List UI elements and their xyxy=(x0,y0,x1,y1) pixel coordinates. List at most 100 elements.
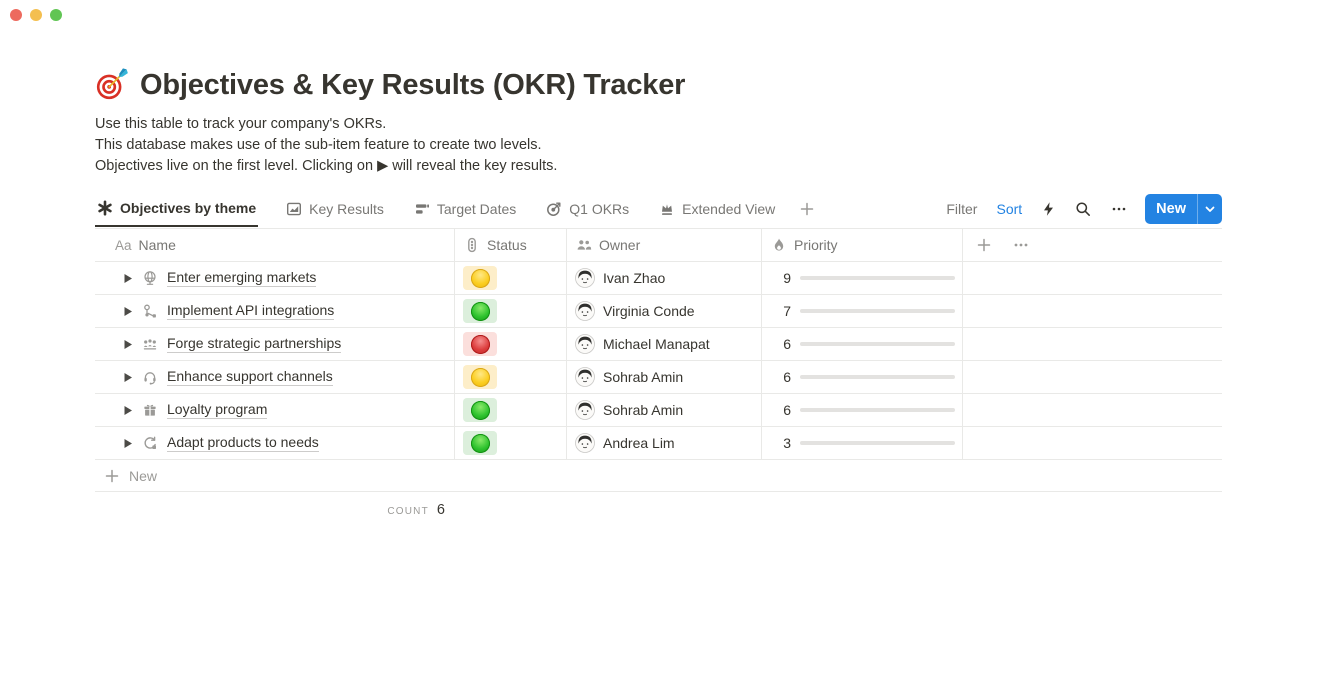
text-type-icon: Aa xyxy=(115,237,132,253)
header-extra-cell xyxy=(963,229,1222,261)
status-cell[interactable] xyxy=(455,262,567,294)
table-row[interactable]: Adapt products to needs Andrea Lim 3 xyxy=(95,427,1222,460)
description-line[interactable]: This database makes use of the sub-item … xyxy=(95,137,542,153)
column-header-label: Priority xyxy=(794,237,838,253)
status-yellow-badge[interactable] xyxy=(463,365,497,389)
add-view-button[interactable] xyxy=(799,201,815,217)
new-button[interactable]: New xyxy=(1145,194,1222,224)
expand-toggle-icon[interactable] xyxy=(123,339,133,350)
status-cell[interactable] xyxy=(455,427,567,459)
status-yellow-circle-icon xyxy=(470,367,490,387)
flame-icon xyxy=(771,237,787,253)
status-red-badge[interactable] xyxy=(463,332,497,356)
expand-toggle-icon[interactable] xyxy=(123,273,133,284)
name-cell[interactable]: Implement API integrations xyxy=(95,295,455,327)
priority-cell[interactable]: 7 xyxy=(762,295,963,327)
priority-cell[interactable]: 6 xyxy=(762,361,963,393)
status-cell[interactable] xyxy=(455,361,567,393)
view-tab-extended-view[interactable]: Extended View xyxy=(657,201,777,226)
view-tabs: Objectives by theme Key Results Target D… xyxy=(95,200,777,227)
row-extra-cell xyxy=(963,427,1222,459)
view-tab-q1-okrs[interactable]: Q1 OKRs xyxy=(544,201,631,226)
zoom-window-button[interactable] xyxy=(50,9,62,21)
expand-toggle-icon[interactable] xyxy=(123,405,133,416)
priority-progress-bar xyxy=(800,341,955,347)
priority-cell[interactable]: 9 xyxy=(762,262,963,294)
description-line[interactable]: Use this table to track your company's O… xyxy=(95,116,387,132)
timeline-view-icon xyxy=(414,201,430,217)
priority-value: 3 xyxy=(783,435,791,451)
row-extra-cell xyxy=(963,361,1222,393)
priority-value: 7 xyxy=(783,303,791,319)
status-cell[interactable] xyxy=(455,328,567,360)
owner-cell[interactable]: Sohrab Amin xyxy=(567,361,762,393)
column-options-icon[interactable] xyxy=(1012,237,1030,253)
row-extra-cell xyxy=(963,295,1222,327)
meeting-icon xyxy=(142,336,158,352)
status-green-badge[interactable] xyxy=(463,299,497,323)
filter-button[interactable]: Filter xyxy=(946,201,978,217)
more-options-icon[interactable] xyxy=(1110,201,1128,217)
name-cell[interactable]: Enhance support channels xyxy=(95,361,455,393)
avatar xyxy=(575,268,595,288)
owner-cell[interactable]: Sohrab Amin xyxy=(567,394,762,426)
description-line[interactable]: Objectives live on the first level. Clic… xyxy=(95,158,558,174)
table-row[interactable]: Loyalty program Sohrab Amin 6 xyxy=(95,394,1222,427)
column-header-priority[interactable]: Priority xyxy=(762,229,963,261)
column-header-name[interactable]: Aa Name xyxy=(95,229,455,261)
lightning-icon[interactable] xyxy=(1041,201,1056,217)
column-header-status[interactable]: Status xyxy=(455,229,567,261)
database-toolbar: Filter Sort New xyxy=(946,194,1222,224)
priority-cell[interactable]: 6 xyxy=(762,328,963,360)
owner-cell[interactable]: Ivan Zhao xyxy=(567,262,762,294)
status-green-badge[interactable] xyxy=(463,398,497,422)
count-aggregate[interactable]: COUNT 6 xyxy=(95,492,455,518)
owner-cell[interactable]: Virginia Conde xyxy=(567,295,762,327)
new-row-button[interactable]: New xyxy=(95,460,1222,492)
people-icon xyxy=(576,237,592,253)
priority-progress-bar xyxy=(800,407,955,413)
name-cell[interactable]: Forge strategic partnerships xyxy=(95,328,455,360)
add-column-button[interactable] xyxy=(976,237,992,253)
table-body: Enter emerging markets Ivan Zhao 9 Imple… xyxy=(95,262,1222,460)
status-cell[interactable] xyxy=(455,394,567,426)
table-row[interactable]: Implement API integrations Virginia Cond… xyxy=(95,295,1222,328)
status-yellow-badge[interactable] xyxy=(463,266,497,290)
table-header-row: Aa Name Status Owner Priority xyxy=(95,229,1222,262)
search-icon[interactable] xyxy=(1075,201,1091,217)
avatar xyxy=(575,334,595,354)
sort-button[interactable]: Sort xyxy=(996,201,1023,217)
table-row[interactable]: Forge strategic partnerships Michael Man… xyxy=(95,328,1222,361)
close-window-button[interactable] xyxy=(10,9,22,21)
page-title[interactable]: Objectives & Key Results (OKR) Tracker xyxy=(140,68,686,101)
view-tab-target-dates[interactable]: Target Dates xyxy=(412,201,518,226)
row-title[interactable]: Forge strategic partnerships xyxy=(167,335,342,353)
table-row[interactable]: Enter emerging markets Ivan Zhao 9 xyxy=(95,262,1222,295)
row-title[interactable]: Enter emerging markets xyxy=(167,269,317,287)
row-title[interactable]: Enhance support channels xyxy=(167,368,333,386)
owner-cell[interactable]: Michael Manapat xyxy=(567,328,762,360)
column-header-owner[interactable]: Owner xyxy=(567,229,762,261)
minimize-window-button[interactable] xyxy=(30,9,42,21)
view-tab-label: Extended View xyxy=(682,201,776,217)
expand-toggle-icon[interactable] xyxy=(123,306,133,317)
status-cell[interactable] xyxy=(455,295,567,327)
expand-toggle-icon[interactable] xyxy=(123,438,133,449)
view-tab-objectives-by-theme[interactable]: Objectives by theme xyxy=(95,200,259,227)
row-title[interactable]: Adapt products to needs xyxy=(167,434,319,452)
name-cell[interactable]: Enter emerging markets xyxy=(95,262,455,294)
expand-toggle-icon[interactable] xyxy=(123,372,133,383)
priority-cell[interactable]: 3 xyxy=(762,427,963,459)
table-row[interactable]: Enhance support channels Sohrab Amin 6 xyxy=(95,361,1222,394)
chevron-down-icon[interactable] xyxy=(1198,194,1222,224)
name-cell[interactable]: Loyalty program xyxy=(95,394,455,426)
avatar xyxy=(575,400,595,420)
name-cell[interactable]: Adapt products to needs xyxy=(95,427,455,459)
priority-cell[interactable]: 6 xyxy=(762,394,963,426)
view-tab-label: Q1 OKRs xyxy=(569,201,630,217)
status-green-badge[interactable] xyxy=(463,431,497,455)
owner-cell[interactable]: Andrea Lim xyxy=(567,427,762,459)
row-title[interactable]: Loyalty program xyxy=(167,401,268,419)
row-title[interactable]: Implement API integrations xyxy=(167,302,335,320)
view-tab-key-results[interactable]: Key Results xyxy=(284,201,386,226)
